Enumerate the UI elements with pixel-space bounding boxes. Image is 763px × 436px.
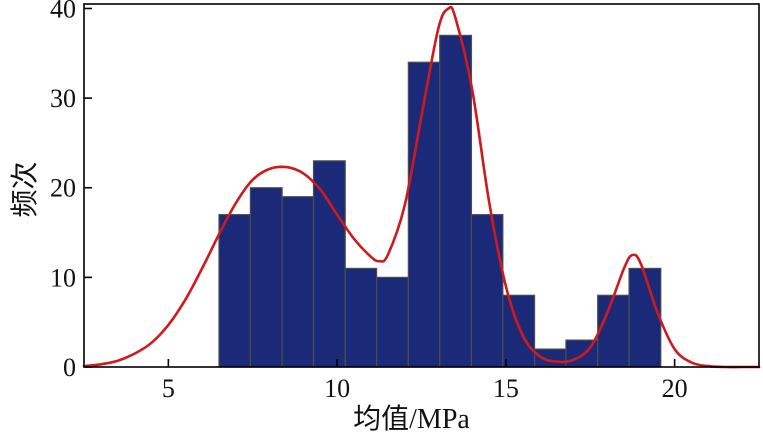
x-tick-label: 5	[162, 374, 175, 403]
histogram-bar	[439, 34, 473, 368]
x-tick-label: 20	[662, 374, 688, 403]
histogram-bar	[344, 267, 378, 368]
histogram-bar	[281, 196, 315, 368]
histogram-bar	[407, 61, 441, 368]
y-tick-label: 40	[50, 0, 76, 23]
histogram-bar	[597, 294, 630, 368]
x-tick-label: 10	[324, 374, 350, 403]
x-tick-label: 15	[493, 374, 519, 403]
y-tick-label: 0	[63, 353, 76, 382]
fit-curve-line	[82, 5, 761, 369]
y-tick-label: 30	[50, 84, 76, 113]
x-axis-title: 均值/MPa	[353, 403, 470, 435]
histogram-bar	[312, 160, 346, 368]
histogram-bar	[628, 267, 662, 368]
histogram-bar	[218, 214, 251, 368]
plot-frame	[83, 3, 760, 368]
y-tick-label: 10	[50, 263, 76, 292]
histogram-bar	[533, 348, 567, 368]
bars-layer	[218, 34, 662, 368]
curve-layer	[82, 5, 761, 369]
histogram-bar	[376, 276, 409, 368]
histogram-bar	[502, 294, 536, 368]
histogram-bar	[249, 187, 283, 368]
y-axis-title: 频次	[9, 161, 41, 217]
y-tick-label: 20	[50, 174, 76, 203]
ticks-layer: 5 10 15 20 0 10 20 30 40	[50, 0, 688, 403]
histogram-bar	[470, 214, 504, 368]
